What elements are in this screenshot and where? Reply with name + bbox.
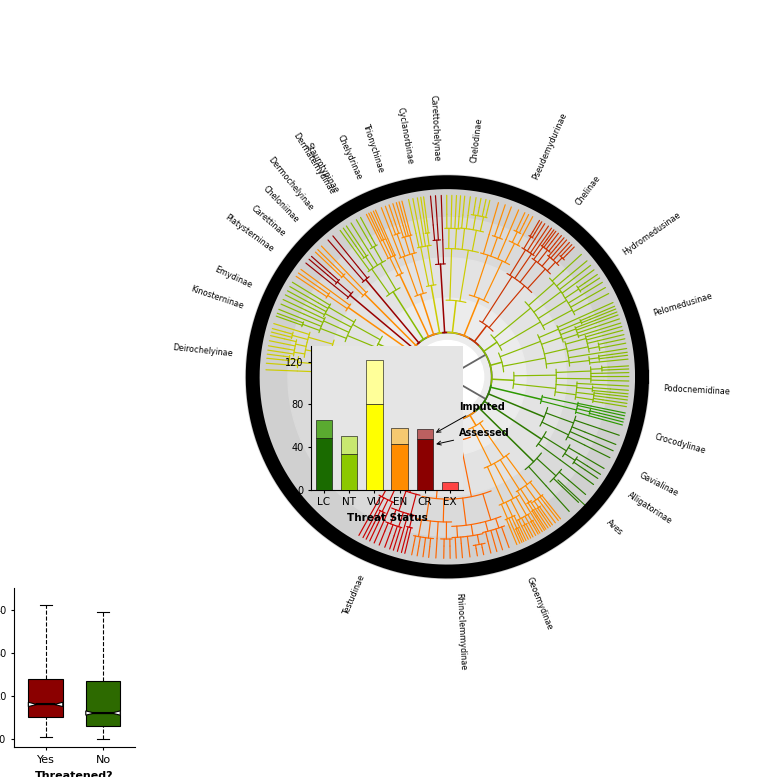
Text: Gavialinae: Gavialinae (638, 471, 680, 498)
Text: Dermatemydinae: Dermatemydinae (292, 131, 337, 196)
Polygon shape (28, 705, 63, 717)
Bar (442, 482, 458, 490)
Bar (341, 436, 357, 455)
Circle shape (246, 175, 649, 579)
Bar (366, 404, 383, 490)
Text: Hydromedusinae: Hydromedusinae (622, 210, 683, 256)
Text: Dermochelyinae: Dermochelyinae (266, 155, 315, 212)
X-axis label: Threat Status: Threat Status (347, 513, 427, 523)
Text: Carettinae: Carettinae (250, 204, 287, 239)
Bar (391, 444, 408, 490)
Polygon shape (86, 681, 121, 713)
Text: Kinosterninae: Kinosterninae (190, 284, 245, 311)
Text: Emydinae: Emydinae (213, 265, 254, 290)
Text: Platysterninae: Platysterninae (223, 212, 275, 253)
Text: Pseudemydurinae: Pseudemydurinae (531, 112, 569, 182)
Text: Chelinae: Chelinae (573, 174, 602, 207)
Bar (316, 420, 332, 438)
Text: Assessed: Assessed (437, 428, 510, 445)
Bar (366, 360, 383, 404)
Polygon shape (111, 711, 121, 715)
Bar (341, 455, 357, 490)
Circle shape (411, 340, 484, 413)
Text: Geoemydinae: Geoemydinae (524, 575, 553, 631)
Circle shape (328, 258, 566, 496)
Circle shape (288, 218, 607, 536)
Polygon shape (28, 678, 63, 705)
Text: Staurotypinae: Staurotypinae (303, 141, 340, 194)
Text: Pelomedusinae: Pelomedusinae (653, 291, 713, 318)
Polygon shape (28, 702, 37, 706)
Text: Alligatorinae: Alligatorinae (626, 490, 674, 526)
Bar (316, 438, 332, 490)
Circle shape (369, 298, 526, 455)
Text: Podocnemidinae: Podocnemidinae (663, 384, 730, 396)
Polygon shape (54, 702, 63, 706)
Text: Chelodinae: Chelodinae (469, 117, 484, 163)
Text: Trionychinae: Trionychinae (361, 122, 385, 173)
Text: Chelydrinae: Chelydrinae (336, 134, 363, 182)
Text: Rhinoclemmydinae: Rhinoclemmydinae (454, 592, 468, 670)
Text: Carettochelynae: Carettochelynae (428, 95, 440, 162)
X-axis label: Threatened?: Threatened? (35, 771, 114, 777)
Text: Cyclanorbinae: Cyclanorbinae (395, 106, 415, 165)
Text: Testudinae: Testudinae (342, 573, 367, 617)
Text: Cheloniinae: Cheloniinae (261, 184, 300, 225)
Bar (391, 428, 408, 444)
Text: Imputed: Imputed (436, 402, 505, 432)
Bar (417, 440, 433, 490)
Polygon shape (86, 713, 121, 726)
Polygon shape (86, 711, 94, 715)
Text: Deirochelyinae: Deirochelyinae (172, 343, 233, 359)
Text: Crocodylinae: Crocodylinae (654, 432, 706, 455)
Text: Aves: Aves (605, 518, 625, 537)
Bar (417, 429, 433, 440)
